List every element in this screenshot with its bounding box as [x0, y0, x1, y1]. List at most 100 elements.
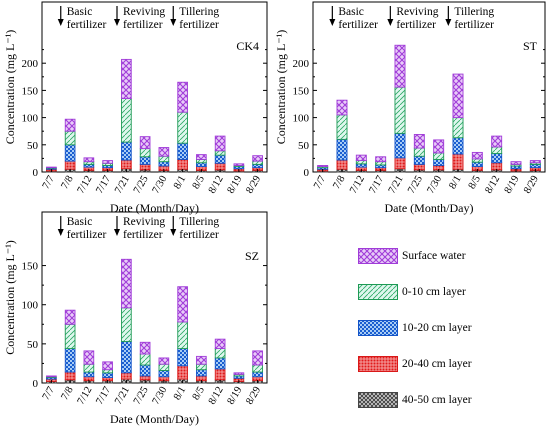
bar-0-10-cm-layer-7-25	[413, 147, 425, 157]
legend-item-10-20-cm: 10-20 cm layer	[358, 310, 548, 346]
bar-20-40-cm-layer-8-5	[196, 375, 207, 382]
x-tick-label: 8/29	[244, 174, 263, 196]
annotation-arrowhead	[57, 19, 64, 26]
x-tick-label: 7/12	[76, 385, 95, 407]
bar-0-10-cm-layer-7-30	[158, 155, 170, 163]
annotation-arrowhead	[114, 19, 120, 26]
x-tick-label: 7/7	[41, 385, 57, 402]
bar-surface-water-7-30	[158, 147, 170, 157]
x-tick-label: 8/19	[503, 174, 522, 196]
bar-surface-water-8-5	[196, 154, 207, 160]
bar-0-10-cm-layer-8-12	[214, 348, 226, 359]
bar-0-10-cm-layer-7-21	[121, 98, 132, 143]
y-tick-label: 200	[22, 58, 39, 70]
bar-20-40-cm-layer-7-8	[336, 159, 348, 170]
bar-surface-water-8-19	[233, 163, 245, 166]
x-axis-label: Date (Month/Day)	[385, 201, 474, 215]
bar-20-40-cm-layer-8-12	[214, 368, 226, 381]
x-tick-label: 8/1	[172, 174, 188, 191]
x-tick-label: 8/12	[483, 174, 502, 196]
bar-surface-water-7-8	[64, 118, 76, 132]
bar-0-10-cm-layer-8-1	[177, 321, 188, 350]
legend-label: 20-40 cm layer	[402, 358, 472, 370]
bar-20-40-cm-layer-7-21	[121, 372, 132, 380]
y-tick-label: 50	[27, 339, 39, 351]
bar-surface-water-7-21	[121, 258, 132, 309]
annotation-basic-fertilizer: Basic fertilizer	[338, 6, 378, 31]
bar-surface-water-7-17	[102, 160, 113, 164]
bar-10-20-cm-layer-8-1	[177, 348, 188, 367]
bar-surface-water-7-7	[46, 375, 57, 378]
y-tick-label: 100	[22, 113, 39, 125]
bar-10-20-cm-layer-8-29	[529, 163, 541, 169]
bar-10-20-cm-layer-8-5	[196, 369, 207, 377]
y-axis-label: Concentration (mg L⁻¹)	[274, 30, 288, 145]
bar-10-20-cm-layer-8-1	[452, 137, 464, 155]
bar-10-20-cm-layer-7-21	[121, 341, 132, 374]
bar-surface-water-7-17	[375, 156, 387, 163]
bar-surface-water-8-1	[452, 73, 464, 119]
bar-surface-water-7-25	[139, 341, 151, 355]
legend-label: Surface water	[402, 250, 466, 262]
legend-swatch-40-50-cm	[358, 392, 398, 408]
x-tick-label: 8/1	[172, 385, 188, 402]
bar-0-10-cm-layer-7-17	[102, 369, 113, 374]
bar-surface-water-8-5	[471, 151, 483, 160]
bar-10-20-cm-layer-8-12	[491, 153, 503, 164]
legend: Surface water 0-10 cm layer 10-20 cm lay…	[358, 238, 548, 418]
y-tick-label: 100	[22, 300, 39, 312]
bar-surface-water-8-12	[491, 135, 503, 148]
x-tick-label: 7/12	[348, 174, 367, 196]
annotation-arrowhead	[57, 229, 64, 236]
bar-surface-water-7-21	[121, 58, 132, 100]
legend-item-40-50-cm: 40-50 cm layer	[358, 382, 548, 418]
bar-surface-water-8-29	[529, 160, 541, 164]
bar-0-10-cm-layer-7-21	[394, 86, 406, 134]
plot-frame	[41, 211, 268, 384]
bar-10-20-cm-layer-7-17	[102, 372, 113, 378]
bar-0-10-cm-layer-8-29	[252, 160, 263, 165]
bar-10-20-cm-layer-8-5	[196, 162, 207, 168]
legend-item-surface-water: Surface water	[358, 238, 548, 274]
bar-0-10-cm-layer-7-25	[139, 148, 151, 158]
y-tick-label: 0	[33, 378, 39, 390]
bar-20-40-cm-layer-7-8	[64, 160, 76, 170]
bar-10-20-cm-layer-7-8	[64, 348, 76, 373]
y-tick-label: 100	[293, 113, 310, 125]
panel-label: CK4	[236, 39, 259, 53]
bar-10-20-cm-layer-7-30	[158, 161, 170, 167]
x-tick-label: 7/21	[387, 174, 406, 196]
x-tick-label: 7/25	[132, 385, 151, 407]
x-tick-label: 8/5	[191, 174, 207, 191]
bar-10-20-cm-layer-8-29	[252, 371, 263, 378]
y-tick-label: 150	[22, 85, 39, 97]
bar-10-20-cm-layer-7-30	[158, 370, 170, 378]
x-tick-label: 7/21	[113, 385, 132, 407]
bar-10-20-cm-layer-7-25	[413, 155, 425, 165]
bar-surface-water-8-29	[252, 350, 263, 366]
annotation-arrowhead	[387, 19, 394, 26]
legend-swatch-10-20-cm	[358, 320, 398, 336]
bar-10-20-cm-layer-7-8	[336, 138, 348, 161]
legend-swatch-surface-water	[358, 248, 398, 264]
bar-surface-water-7-30	[433, 139, 445, 154]
bar-surface-water-7-17	[102, 361, 113, 371]
x-tick-label: 7/21	[113, 174, 132, 196]
y-tick-label: 0	[304, 167, 310, 179]
y-tick-label: 150	[293, 85, 310, 97]
bar-10-20-cm-layer-8-12	[214, 357, 226, 370]
bar-surface-water-7-12	[83, 157, 95, 163]
bar-20-40-cm-layer-8-12	[214, 162, 226, 171]
x-tick-label: 7/25	[132, 174, 151, 196]
bar-surface-water-8-1	[177, 286, 188, 323]
x-tick-label: 7/17	[367, 174, 386, 196]
bar-surface-water-7-25	[139, 136, 151, 150]
annotation-arrowhead	[445, 19, 452, 26]
x-tick-label: 8/19	[226, 174, 245, 196]
panel-label: SZ	[245, 249, 259, 263]
annotation-basic-fertilizer: Basic fertilizer	[67, 216, 107, 241]
